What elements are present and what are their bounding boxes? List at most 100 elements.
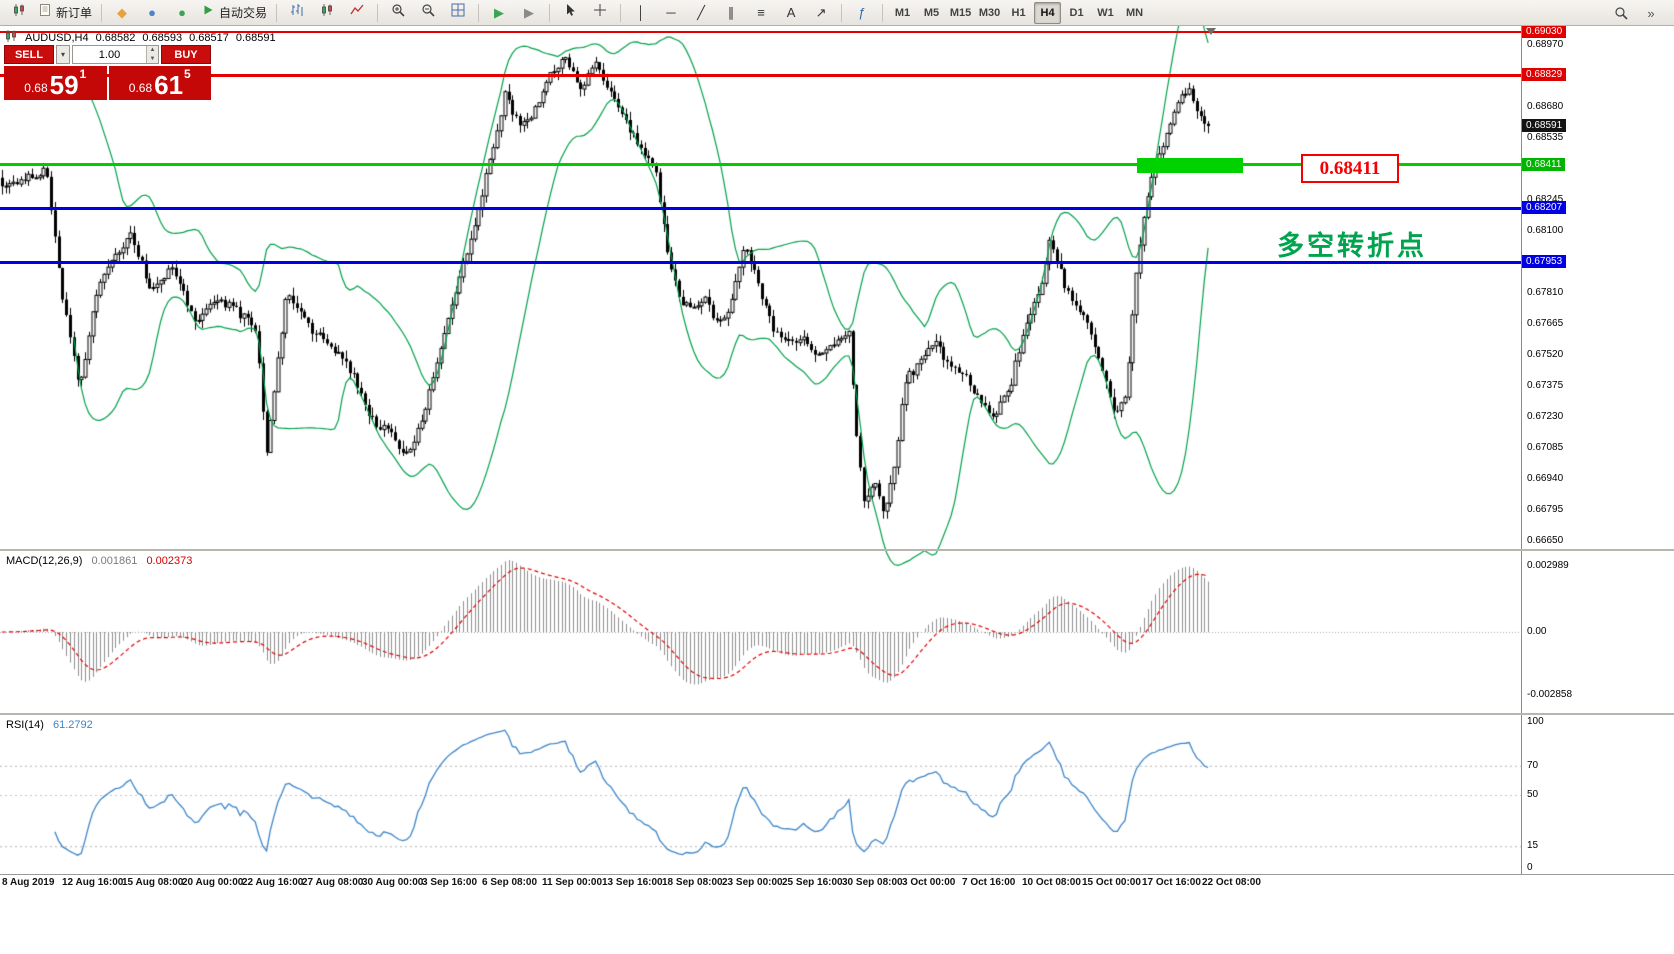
timeframe-D1[interactable]: D1 [1069, 6, 1084, 19]
auto-scroll-icon[interactable]: ▶ [484, 1, 514, 25]
bar-chart-icon [290, 3, 304, 22]
timeframe-M30[interactable]: M30 [978, 6, 1001, 19]
tile-windows-icon[interactable] [443, 1, 473, 25]
volume-field: ▲ ▼ [72, 45, 159, 64]
time-axis-label: 17 Oct 16:00 [1142, 877, 1201, 888]
timeframe-MN[interactable]: MN [1125, 6, 1144, 19]
time-axis-label: 30 Aug 00:00 [362, 877, 424, 888]
search-icon[interactable] [1606, 1, 1636, 25]
mql5-market-icon[interactable]: ◆ [107, 1, 137, 25]
highlight-rectangle[interactable] [1137, 158, 1243, 173]
text-icon[interactable]: A [776, 1, 806, 25]
fibonacci-icon[interactable]: ≡ [746, 1, 776, 25]
timeframe-M5[interactable]: M5 [923, 6, 940, 19]
line-chart-icon[interactable] [342, 1, 372, 25]
toolbar: 新订单 ◆ ● ● 自动交易 ▶ ▶ │ ─ ╱ ∥ ≡ A ↗ ƒ M1 M5 M15 M30 H1 H4 D1 W1 MN… [0, 0, 1674, 26]
new-order-button-label: 新订单 [56, 6, 93, 20]
indicators-icon[interactable]: ƒ [847, 1, 877, 25]
price-axis-badge: 0.68591 [1522, 119, 1567, 133]
buy-button[interactable]: BUY [161, 45, 211, 64]
chart-window-icon [4, 29, 18, 46]
price-callout-label[interactable]: 0.68411 [1301, 154, 1399, 183]
fibonacci-icon: ≡ [757, 5, 765, 20]
price-axis-badge: 0.68207 [1522, 201, 1567, 215]
sell-price-button[interactable]: 0.68 59 1 [4, 66, 107, 100]
hline-0.68411[interactable] [0, 163, 1521, 166]
vertical-line-icon[interactable]: │ [626, 1, 656, 25]
timeframe-M15[interactable]: M15 [949, 6, 972, 19]
timeframe-M1[interactable]: M1 [894, 6, 911, 19]
price-axis-border [1521, 26, 1522, 874]
sell-button[interactable]: SELL [4, 45, 54, 64]
trendline-icon[interactable]: ╱ [686, 1, 716, 25]
horizontal-line-icon: ─ [666, 5, 676, 20]
chart-shift-icon: ▶ [524, 5, 535, 20]
mql5-market-icon: ◆ [117, 5, 128, 20]
community-icon: ● [178, 5, 186, 20]
spinner-up-icon[interactable]: ▲ [146, 46, 158, 55]
chart-shift-marker-icon [1206, 28, 1216, 35]
timeframe-W1[interactable]: W1 [1097, 6, 1114, 19]
chevron-down-icon: ▾ [60, 50, 65, 59]
hline-0.69030[interactable] [0, 31, 1521, 34]
buy-price-button[interactable]: 0.68 61 5 [108, 66, 211, 100]
horizontal-line-icon[interactable]: ─ [656, 1, 686, 25]
candlestick-chart-icon[interactable] [312, 1, 342, 25]
crosshair-icon[interactable] [585, 1, 615, 25]
toolbar-left-group: 新订单 ◆ ● ● 自动交易 ▶ ▶ │ ─ ╱ ∥ ≡ A ↗ ƒ M1 M5 M15 M30 H1 H4 D1 W1 MN [4, 0, 1149, 25]
buy-price-big: 61 [154, 70, 184, 100]
arrow-icon[interactable]: ↗ [806, 1, 836, 25]
macd-indicator-label: MACD(12,26,9) 0.001861 0.002373 [6, 555, 192, 567]
bar-chart-icon[interactable] [282, 1, 312, 25]
zoom-out-icon[interactable] [413, 1, 443, 25]
time-axis-label: 8 Aug 2019 [2, 877, 55, 888]
macd-name: MACD(12,26,9) [6, 555, 83, 567]
time-axis-label: 20 Aug 00:00 [182, 877, 244, 888]
macd-axis-label: 0.002989 [1527, 560, 1569, 572]
price-axis-badge: 0.68411 [1522, 157, 1566, 171]
one-click-trading-panel: SELL ▾ ▲ ▼ BUY 0.68 59 1 0.68 61 [4, 45, 211, 100]
timeframe-H1[interactable]: H1 [1011, 6, 1026, 19]
panel-separator[interactable] [0, 713, 1674, 715]
chart-note-text[interactable]: 多空转折点 [1277, 231, 1427, 261]
toolbar-separator [549, 3, 551, 22]
price-axis-label: 0.67810 [1527, 286, 1564, 298]
macd-axis-label: -0.002858 [1527, 688, 1573, 700]
time-axis-label: 27 Aug 08:00 [302, 877, 364, 888]
price-chart[interactable] [0, 26, 1521, 874]
order-type-dropdown[interactable]: ▾ [56, 45, 70, 64]
cursor-icon[interactable] [555, 1, 585, 25]
zoom-in-icon[interactable] [383, 1, 413, 25]
app-icon [4, 1, 34, 25]
hline-0.68829[interactable] [0, 73, 1521, 77]
ohlc-low: 0.68517 [189, 31, 229, 44]
profile-icon[interactable]: ● [137, 1, 167, 25]
timeframe-H4[interactable]: H4 [1034, 1, 1062, 24]
rsi-axis-label: 0 [1527, 862, 1533, 873]
community-icon[interactable]: ● [167, 1, 197, 25]
price-axis-label: 0.68535 [1527, 131, 1564, 143]
volume-input[interactable] [73, 46, 146, 63]
chart-shift-icon[interactable]: ▶ [514, 1, 544, 25]
toolbar-overflow-icon[interactable]: » [1647, 5, 1655, 21]
new-order-button[interactable]: 新订单 [34, 1, 96, 25]
rsi-value: 61.2792 [52, 719, 93, 731]
price-axis-label: 0.67230 [1527, 410, 1564, 422]
time-axis-label: 22 Oct 08:00 [1202, 877, 1261, 888]
time-axis-label: 6 Sep 08:00 [482, 877, 538, 888]
auto-trading-button[interactable]: 自动交易 [197, 1, 271, 25]
macd-axis-label: 0.00 [1527, 626, 1547, 637]
toolbar-separator [620, 3, 622, 22]
hline-0.67953[interactable] [0, 260, 1521, 264]
tile-windows-icon [451, 3, 465, 22]
chart-ohlc-line: AUDUSD,H4 0.68582 0.68593 0.68517 0.6859… [4, 29, 276, 46]
channel-icon[interactable]: ∥ [716, 1, 746, 25]
rsi-axis-label: 100 [1527, 716, 1544, 727]
spinner-down-icon[interactable]: ▼ [146, 54, 158, 63]
price-axis-label: 0.67085 [1527, 441, 1564, 453]
price-axis-label: 0.68680 [1527, 100, 1564, 112]
toolbar-separator [101, 3, 103, 22]
panel-separator[interactable] [0, 549, 1674, 551]
hline-0.68207[interactable] [0, 206, 1521, 210]
